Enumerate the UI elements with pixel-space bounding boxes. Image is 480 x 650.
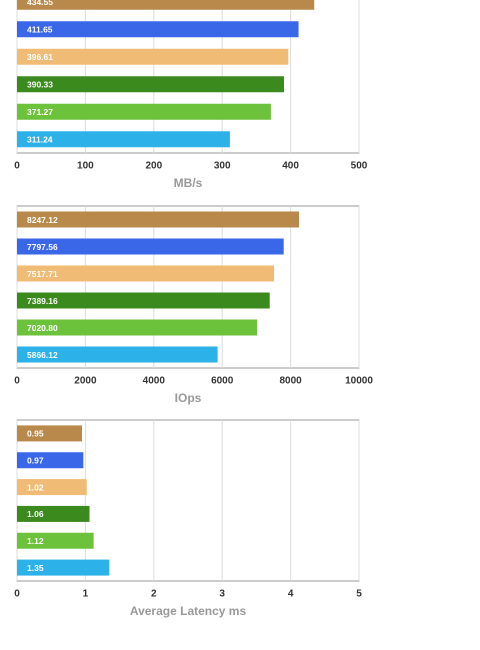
x-tick-label: 2 (151, 589, 157, 600)
value-label: 1.35 (27, 563, 44, 573)
plot-area (16, 205, 360, 369)
bar (17, 532, 94, 549)
value-label: 1.02 (27, 482, 44, 492)
value-label: 5866.12 (27, 350, 58, 360)
x-tick-label: 3 (219, 589, 225, 600)
bar (17, 0, 315, 10)
bar (17, 292, 270, 309)
value-label: 434.55 (27, 0, 53, 7)
x-axis-label: IOps (175, 391, 202, 405)
x-tick-label: 0 (14, 589, 20, 600)
value-label: 311.24 (27, 135, 53, 145)
bar (17, 452, 84, 469)
plot-area (16, 419, 360, 582)
bar (17, 48, 289, 65)
x-tick-label: 2000 (74, 376, 97, 387)
bar (17, 319, 258, 336)
value-label: 7389.16 (27, 296, 58, 306)
value-label: 396.61 (27, 52, 53, 62)
x-tick-label: 8000 (279, 376, 302, 387)
x-tick-label: 1 (83, 589, 89, 600)
x-axis-label: Average Latency ms (130, 604, 247, 618)
value-label: 7020.80 (27, 323, 58, 333)
value-label: 411.65 (27, 25, 53, 35)
bar (17, 103, 271, 120)
x-tick-label: 300 (214, 161, 231, 172)
value-label: 7797.56 (27, 242, 58, 252)
x-tick-label: 500 (351, 161, 368, 172)
value-label: 1.12 (27, 536, 44, 546)
x-axis-label: MB/s (174, 176, 203, 190)
x-tick-label: 200 (145, 161, 162, 172)
value-label: 390.33 (27, 80, 53, 90)
bar (17, 21, 299, 38)
value-label: 0.97 (27, 456, 44, 466)
bar (17, 505, 90, 522)
x-tick-label: 0 (14, 376, 20, 387)
x-tick-label: 6000 (211, 376, 234, 387)
bar (17, 131, 230, 148)
bar (17, 559, 110, 576)
value-label: 8247.12 (27, 215, 58, 225)
value-label: 0.95 (27, 429, 44, 439)
x-tick-label: 4 (288, 589, 294, 600)
bar (17, 238, 284, 255)
value-label: 1.06 (27, 509, 44, 519)
x-tick-label: 0 (14, 161, 20, 172)
value-label: 7517.71 (27, 269, 58, 279)
bar (17, 479, 87, 496)
value-label: 371.27 (27, 107, 53, 117)
bar (17, 265, 275, 282)
x-tick-label: 100 (77, 161, 94, 172)
x-tick-label: 5 (356, 589, 362, 600)
x-tick-label: 10000 (345, 376, 373, 387)
bar (17, 346, 218, 363)
x-tick-label: 400 (282, 161, 299, 172)
bar (17, 211, 300, 228)
x-tick-label: 4000 (143, 376, 166, 387)
bar (17, 76, 284, 93)
bar (17, 425, 82, 442)
